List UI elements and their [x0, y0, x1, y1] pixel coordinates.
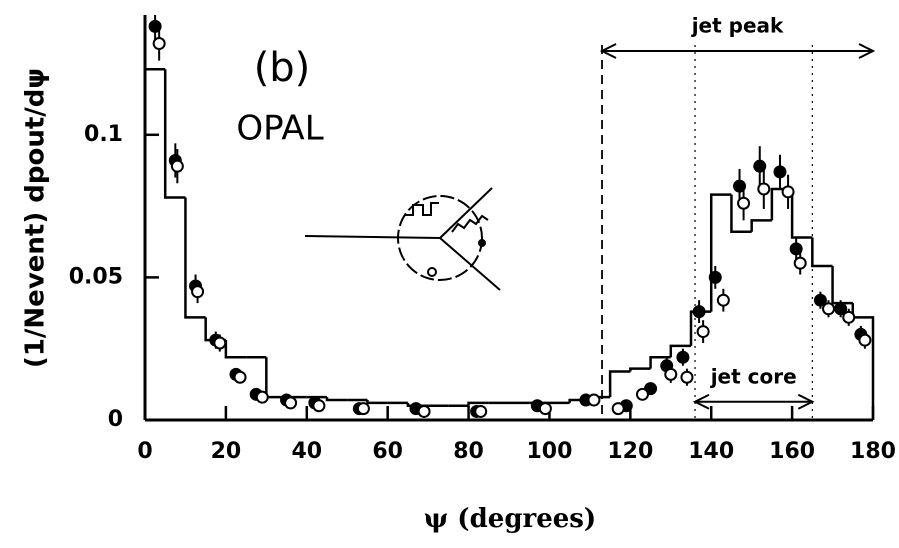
filled-marker [677, 352, 688, 363]
x-tick-label: 140 [688, 439, 734, 464]
open-marker [859, 335, 870, 346]
open-marker [698, 326, 709, 337]
x-tick-label: 120 [607, 439, 653, 464]
open-marker [681, 372, 692, 383]
open-marker [843, 312, 854, 323]
y-tick-label: 0 [108, 407, 123, 432]
open-marker [257, 392, 268, 403]
open-marker [475, 406, 486, 417]
open-marker [758, 183, 769, 194]
chart: (b) OPAL ψ (degrees) (1/Nevent) dpout/dψ… [0, 0, 899, 544]
x-tick-label: 80 [453, 439, 484, 464]
histogram-bin [145, 69, 165, 420]
x-tick-label: 40 [291, 439, 322, 464]
y-tick-label: 0.1 [84, 122, 123, 147]
histogram-bin [752, 220, 772, 231]
open-marker [154, 38, 165, 49]
event-sketch [305, 188, 500, 290]
histogram-bin [367, 400, 387, 403]
open-marker [358, 403, 369, 414]
histogram-bin [792, 189, 812, 237]
open-marker [795, 258, 806, 269]
open-marker [285, 397, 296, 408]
open-marker [783, 186, 794, 197]
x-axis-label: ψ (degrees) [424, 504, 596, 534]
histogram-bin [165, 69, 185, 197]
y-axis-label: (1/Nevent) dpout/dψ [21, 68, 51, 368]
filled-marker [774, 166, 785, 177]
histogram-bin [853, 303, 873, 420]
x-tick-label: 0 [137, 439, 152, 464]
filled-marker [694, 306, 705, 317]
histogram-bin [266, 357, 286, 397]
open-marker [718, 295, 729, 306]
experiment-label: OPAL [236, 109, 323, 149]
histogram-bin [185, 198, 205, 318]
annotation-text: jet peak [691, 13, 784, 37]
annotation-text: jet core [710, 364, 797, 388]
open-marker [823, 303, 834, 314]
open-marker [419, 406, 430, 417]
page: {"chart_data": { "type": "histogram", "t… [0, 0, 899, 544]
y-tick-label: 0.05 [69, 264, 123, 289]
histogram-bin [630, 369, 650, 372]
open-marker [192, 286, 203, 297]
histogram-bin [812, 237, 832, 266]
open-marker [588, 395, 599, 406]
open-marker [235, 372, 246, 383]
panel-label: (b) [254, 45, 311, 91]
x-tick-label: 20 [211, 439, 242, 464]
x-tick-label: 100 [526, 439, 572, 464]
open-marker [172, 161, 183, 172]
open-marker [665, 369, 676, 380]
x-tick-label: 180 [850, 439, 896, 464]
histogram-bin [833, 266, 853, 303]
histogram-bin [226, 340, 246, 357]
open-marker [540, 403, 551, 414]
open-marker [313, 400, 324, 411]
open-marker [738, 198, 749, 209]
open-marker [214, 337, 225, 348]
open-marker [613, 403, 624, 414]
x-tick-label: 160 [769, 439, 815, 464]
x-tick-label: 60 [372, 439, 403, 464]
histogram-bin [327, 397, 347, 400]
filled-marker [710, 272, 721, 283]
open-marker [637, 389, 648, 400]
histogram-bin [610, 372, 630, 398]
